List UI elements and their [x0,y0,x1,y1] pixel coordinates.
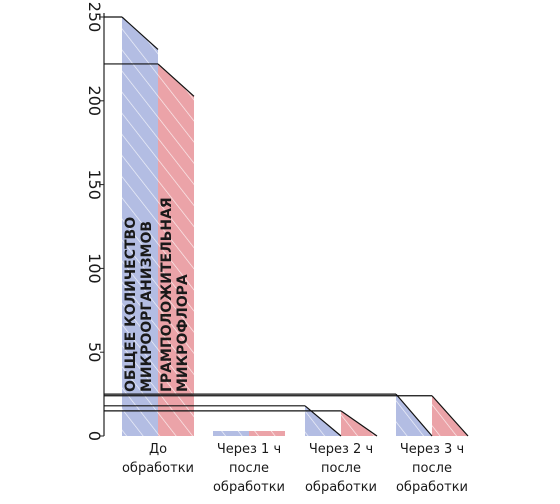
bar-edge-s1-c1 [121,16,159,50]
y-tick-label: 100 [85,253,104,284]
bar-hatch-s1-c2 [213,430,249,436]
y-axis: 0 50 100 150 200 250 [85,2,105,441]
y-tick-label: 250 [85,2,104,33]
category-label-2: Через 1 ч после обработки [213,442,285,495]
series-labels: ОБЩЕЕ КОЛИЧЕСТВОМИКРООРГАНИЗМОВ ГРАМПОЛОЖ… [123,197,191,392]
category-labels: До обработки Через 1 ч после обработки Через … [122,442,468,495]
bar-edge-s2-c4 [431,395,469,437]
bar-edge-s1-c4 [395,393,433,437]
bar-hatch-s2-c2 [249,430,285,436]
category-label-3: Через 2 ч после обработки [305,442,377,495]
bar-hatch-s2-c1 [158,63,194,436]
y-tick-label: 0 [85,431,104,441]
y-tick-label: 200 [85,86,104,117]
bar-edge-s2-c3 [340,410,378,437]
series-label-2: ГРАМПОЛОЖИТЕЛЬНАЯМИКРОФЛОРА [159,197,191,392]
y-tick-label: 50 [85,342,104,362]
bar-hatch-s1-c1 [122,17,158,436]
category-label-1: До обработки [122,442,194,476]
category-label-4: Через 3 ч после обработки [396,442,468,495]
series-label-1: ОБЩЕЕ КОЛИЧЕСТВОМИКРООРГАНИЗМОВ [123,217,155,392]
y-tick-label: 150 [85,169,104,200]
bar-edge-s2-c1 [157,63,195,97]
bar-top-lines [104,16,469,437]
